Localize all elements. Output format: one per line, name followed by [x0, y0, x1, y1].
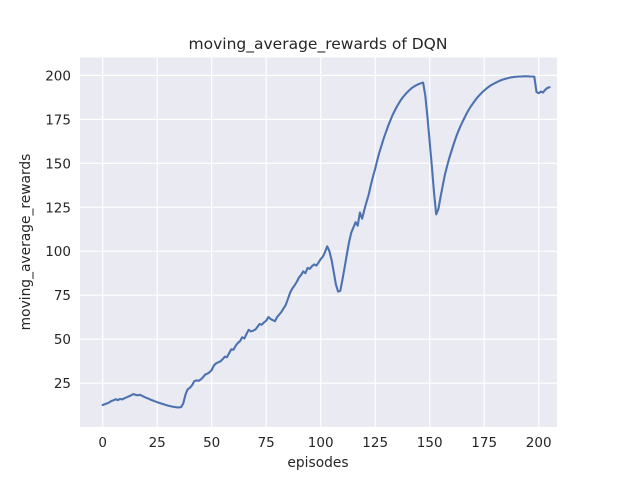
y-axis-label: moving_average_rewards — [18, 154, 34, 331]
y-tick-label: 150 — [45, 156, 71, 172]
y-tick-label: 200 — [45, 68, 71, 84]
x-tick-label: 75 — [258, 435, 275, 451]
chart-title: moving_average_rewards of DQN — [189, 35, 448, 54]
series-lines — [101, 75, 551, 409]
y-tick-label: 175 — [45, 112, 71, 128]
x-tick-label: 100 — [308, 435, 334, 451]
x-tick-label: 25 — [149, 435, 166, 451]
x-tick-label: 0 — [98, 435, 107, 451]
x-tick-label: 200 — [526, 435, 552, 451]
x-tick-label: 50 — [203, 435, 220, 451]
y-tick-labels: 25 50 75 100 125 150 175 200 — [45, 68, 71, 392]
y-tick-label: 100 — [45, 244, 71, 260]
x-tick-label: 175 — [471, 435, 497, 451]
gridlines — [80, 57, 557, 427]
y-tick-label: 50 — [54, 332, 71, 348]
x-axis-label: episodes — [287, 455, 348, 471]
plot-area — [80, 57, 557, 427]
series-line-moving_average_rewards — [101, 75, 551, 409]
x-tick-labels: 0 25 50 75 100 125 150 175 200 — [98, 435, 551, 451]
x-tick-label: 125 — [362, 435, 388, 451]
x-tick-label: 150 — [417, 435, 443, 451]
y-tick-label: 125 — [45, 200, 71, 216]
y-tick-label: 25 — [54, 376, 71, 392]
y-tick-label: 75 — [54, 288, 71, 304]
